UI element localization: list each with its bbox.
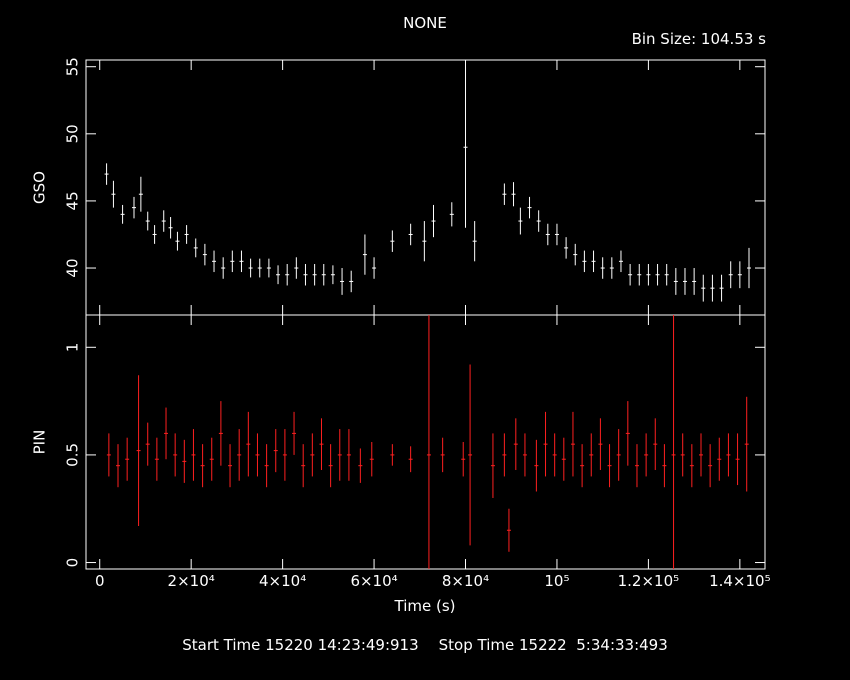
pin-ytick-label: 1 bbox=[64, 343, 82, 353]
gso-ytick-label: 50 bbox=[64, 124, 82, 143]
x-tick-label: 4×10⁴ bbox=[259, 572, 306, 590]
x-tick-label: 1.4×10⁵ bbox=[709, 572, 771, 590]
gso-frame bbox=[85, 59, 766, 316]
bin-size-label: Bin Size: 104.53 s bbox=[631, 30, 766, 48]
gso-ytick-label: 40 bbox=[64, 258, 82, 277]
plot-title: NONE bbox=[403, 14, 447, 32]
x-tick-label: 10⁵ bbox=[544, 572, 569, 590]
gso-y-axis-label: GSO bbox=[31, 171, 49, 204]
start-time: Start Time 15220 14:23:49:913 bbox=[182, 636, 419, 654]
pin-ytick-label: 0 bbox=[64, 558, 82, 568]
x-axis-label: Time (s) bbox=[394, 597, 456, 615]
x-tick-label: 0 bbox=[95, 572, 105, 590]
x-tick-label: 6×10⁴ bbox=[350, 572, 397, 590]
x-tick-label: 8×10⁴ bbox=[442, 572, 489, 590]
x-tick-label: 1.2×10⁵ bbox=[618, 572, 680, 590]
x-tick-label: 2×10⁴ bbox=[168, 572, 215, 590]
pin-y-axis-label: PIN bbox=[31, 430, 49, 455]
pin-ytick-label: 0.5 bbox=[64, 443, 82, 467]
stop-time: Stop Time 15222 5:34:33:493 bbox=[438, 636, 668, 654]
gso-ytick-label: 55 bbox=[64, 57, 82, 76]
gso-ytick-label: 45 bbox=[64, 191, 82, 210]
pin-frame bbox=[85, 314, 766, 570]
time-range-footer: Start Time 15220 14:23:49:913 Stop Time 1… bbox=[0, 636, 850, 654]
